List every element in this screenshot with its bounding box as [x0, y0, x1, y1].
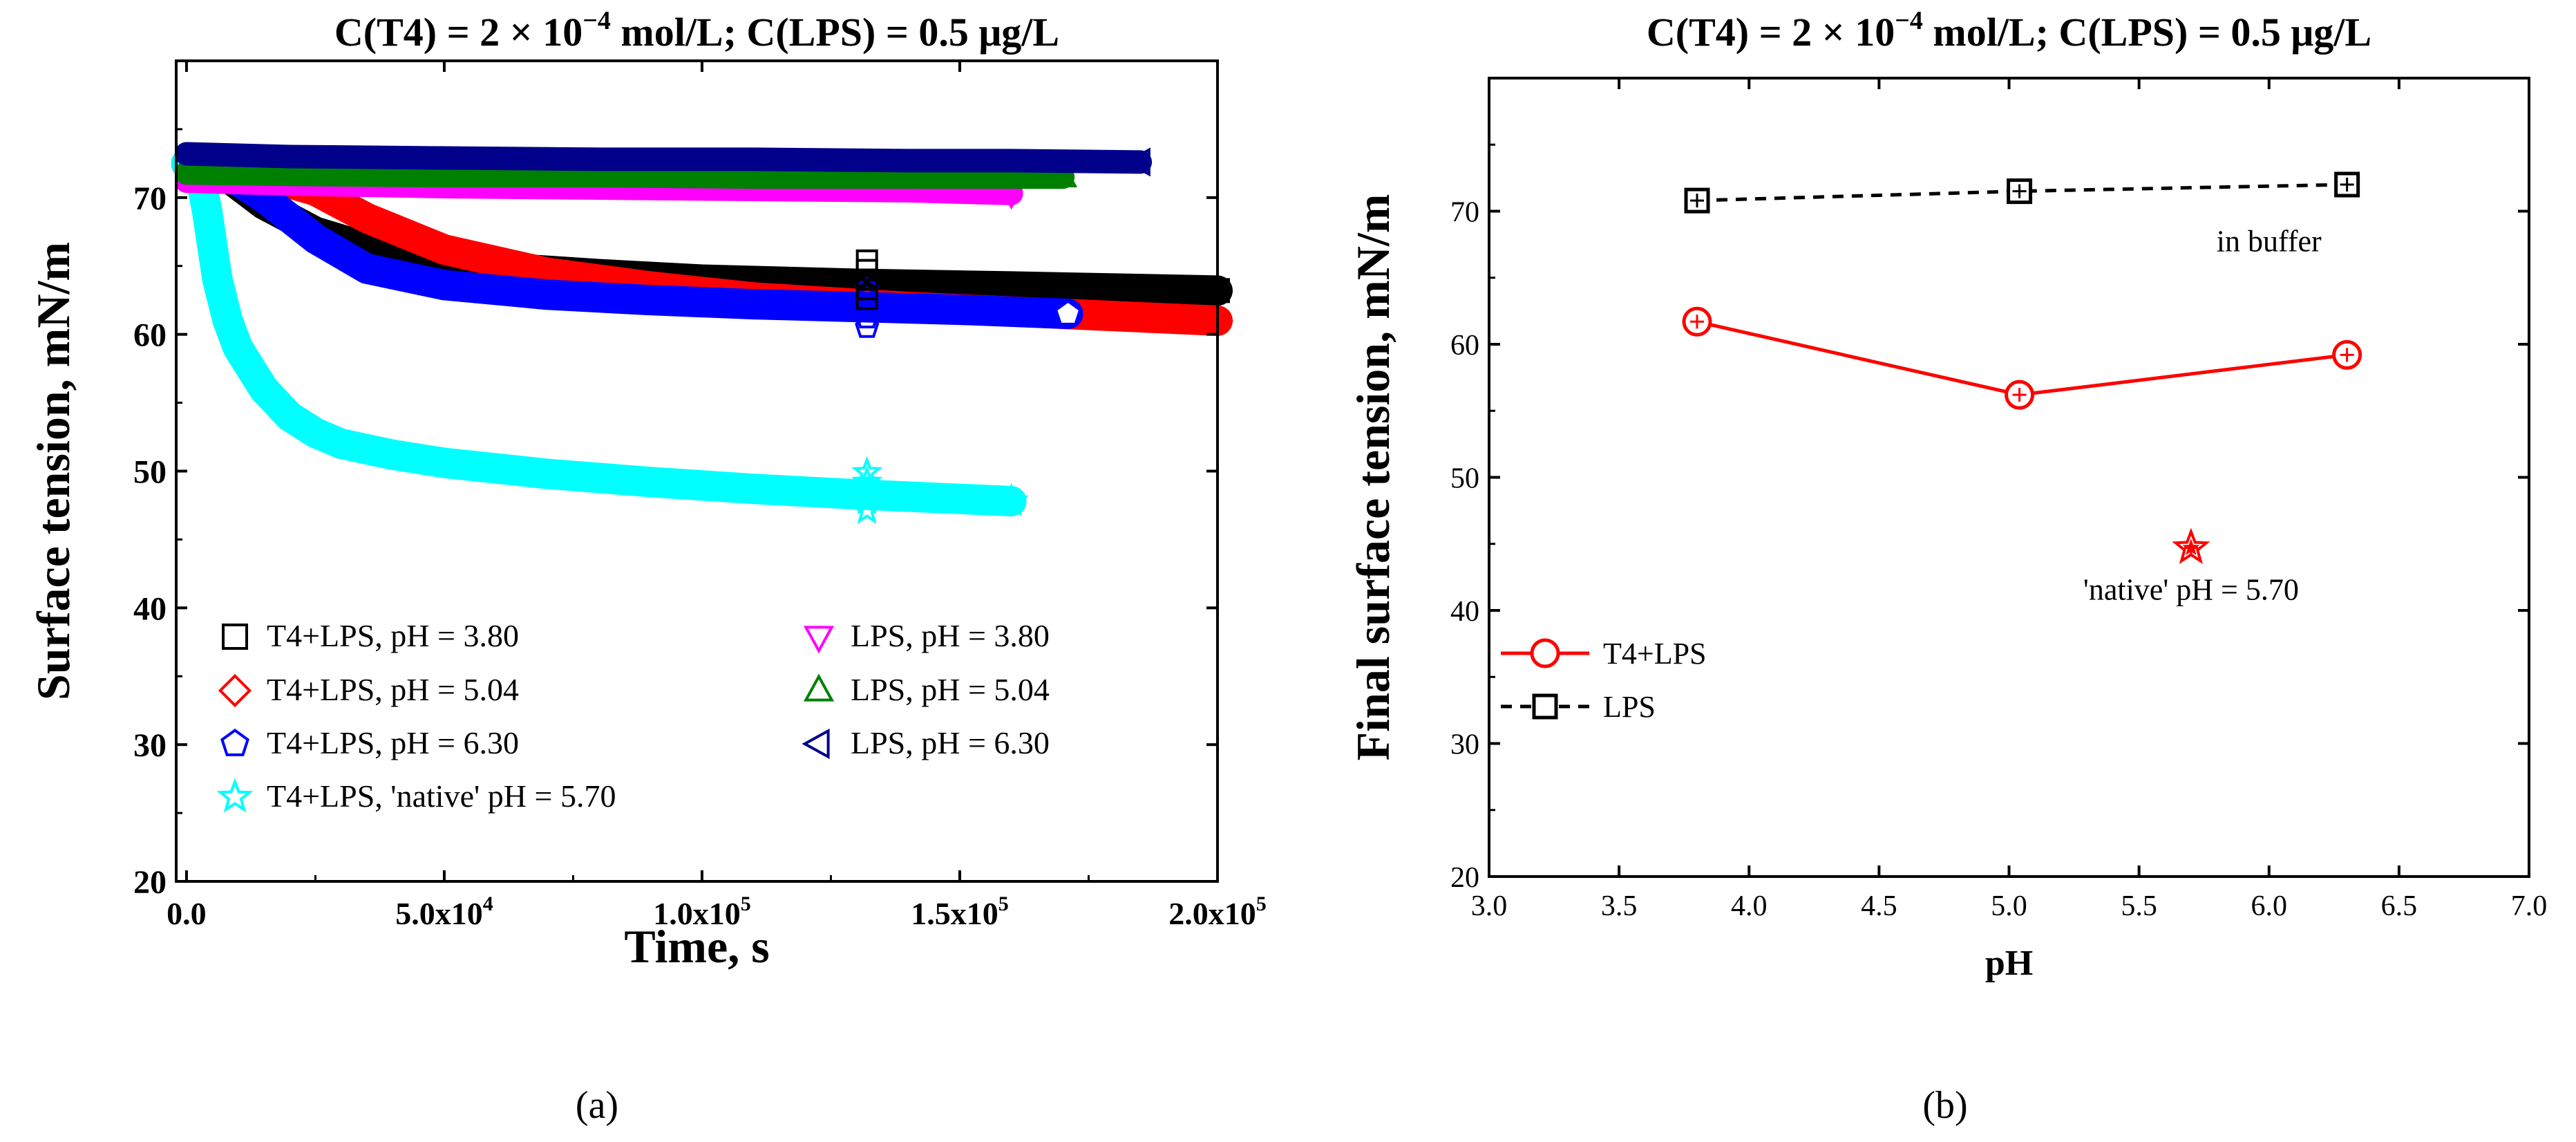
chart-b-xtick-label: 6.5	[2381, 890, 2418, 922]
chart-b-ytick-label: 30	[1450, 729, 1479, 761]
chart-a-series-6-trace	[174, 142, 1153, 174]
chart-b-series-2	[2172, 527, 2210, 565]
chart-a-xtick-label: 0.0	[167, 896, 207, 931]
chart-b-legend-label-0: T4+LPS	[1603, 637, 1707, 671]
chart-a-series-5-trace	[174, 161, 1075, 189]
chart-a-cluster-marker	[855, 249, 878, 272]
chart-a-series-2-end-marker	[1054, 299, 1082, 326]
chart-a-legend-marker-3	[216, 778, 254, 813]
chart-b-ytick-label: 20	[1450, 862, 1479, 894]
chart-a-xtick-label: 1.0x105	[653, 892, 751, 931]
chart-b-annotation-1: 'native' pH = 5.70	[2083, 573, 2299, 607]
chart-b-xtick-label: 3.0	[1471, 890, 1508, 922]
chart-a-legend-marker-4	[803, 626, 835, 654]
chart-a-legend-label-4: LPS, pH = 3.80	[851, 618, 1050, 653]
chart-a-marker-cluster-3	[851, 456, 883, 525]
chart-a-legend-label-5: LPS, pH = 5.04	[851, 672, 1050, 707]
chart-b-series-1	[1684, 171, 2360, 214]
chart-b-xtick-label: 4.0	[1731, 890, 1768, 922]
chart-b-legend-label-1: LPS	[1603, 690, 1656, 724]
chart-a-xtick-label: 2.0x105	[1168, 892, 1267, 931]
chart-b-xlabel: pH	[1985, 944, 2033, 983]
chart-a-legend-label-2: T4+LPS, pH = 6.30	[267, 725, 519, 760]
chart-a-legend-marker-2	[220, 728, 249, 756]
chart-b-annotation-0: in buffer	[2217, 224, 2322, 258]
chart-b-xtick-label: 6.0	[2251, 890, 2288, 922]
chart-a-xlabel: Time, s	[624, 920, 769, 973]
chart-b-ytick-label: 60	[1450, 330, 1479, 362]
chart-b-ytick-label: 70	[1450, 197, 1479, 229]
chart-a-ylabel: Surface tension, mN/m	[27, 242, 79, 700]
chart-a-legend-marker-0	[222, 624, 248, 650]
chart-a-caption: (a)	[576, 1084, 618, 1127]
chart-a-cluster-marker	[851, 494, 883, 525]
chart-a-legend-marker-6	[802, 728, 830, 760]
chart-b-ylabel: Final surface tension, mN/m	[1347, 194, 1399, 761]
chart-a-legend-label-6: LPS, pH = 6.30	[851, 725, 1050, 760]
chart-b-ytick-label: 40	[1450, 596, 1479, 628]
chart-a-ytick-label: 70	[133, 180, 167, 217]
chart-a-ytick-label: 60	[133, 317, 167, 354]
chart-a-series-0-end-marker	[1205, 278, 1230, 303]
chart-a-series-6	[174, 142, 1153, 177]
chart-b-ytick-label: 50	[1450, 463, 1479, 495]
chart-b-series-1-line	[1696, 182, 2347, 203]
chart-a-xtick-label: 5.0x104	[395, 892, 493, 931]
chart-a-legend-label-0: T4+LPS, pH = 3.80	[267, 618, 519, 653]
chart-b-xtick-label: 4.5	[1861, 890, 1897, 922]
chart-a-ytick-label: 20	[133, 864, 167, 901]
chart-a-cluster-marker	[851, 456, 883, 486]
chart-a-title: C(T4) = 2 × 10−4 mol/L; C(LPS) = 0.5 μg/…	[334, 6, 1059, 55]
chart-a-xtick-label: 1.5x105	[911, 892, 1009, 931]
chart-a-series-5	[174, 160, 1078, 189]
chart-b-xtick-label: 7.0	[2511, 890, 2548, 922]
chart-a-cluster-marker	[851, 465, 883, 496]
chart-a-cluster-marker	[855, 259, 878, 281]
chart-b-xtick-label: 5.0	[1991, 890, 2027, 922]
chart-b-xtick-label: 3.5	[1601, 890, 1638, 922]
chart-a-cluster-marker	[851, 475, 883, 505]
chart-a-legend-marker-5	[803, 673, 835, 702]
chart-a-legend-marker-1	[218, 673, 252, 708]
chart-b-series-0	[1682, 306, 2362, 410]
chart-b-legend-marker-0	[1530, 638, 1560, 668]
chart-a-ytick-label: 40	[133, 590, 167, 627]
chart-a-cluster-marker	[851, 485, 883, 515]
chart-b-caption: (b)	[1922, 1084, 1967, 1127]
chart-a-legend-label-3: T4+LPS, 'native' pH = 5.70	[267, 778, 616, 814]
chart-a-ytick-label: 30	[133, 727, 167, 764]
chart-a-legend-label-1: T4+LPS, pH = 5.04	[267, 672, 519, 707]
chart-b-xtick-label: 5.5	[2121, 890, 2157, 922]
chart-a-ytick-label: 50	[133, 454, 167, 491]
chart-a-series-5-end-marker	[1048, 160, 1078, 187]
chart-b-title: C(T4) = 2 × 10−4 mol/L; C(LPS) = 0.5 μg/…	[1647, 6, 2371, 55]
chart-a-series-6-end-marker	[1124, 147, 1150, 177]
chart-b-legend-marker-1	[1532, 693, 1558, 720]
chart-a-marker-cluster-0	[855, 249, 878, 310]
chart-a-series-3-end-marker	[994, 483, 1029, 516]
